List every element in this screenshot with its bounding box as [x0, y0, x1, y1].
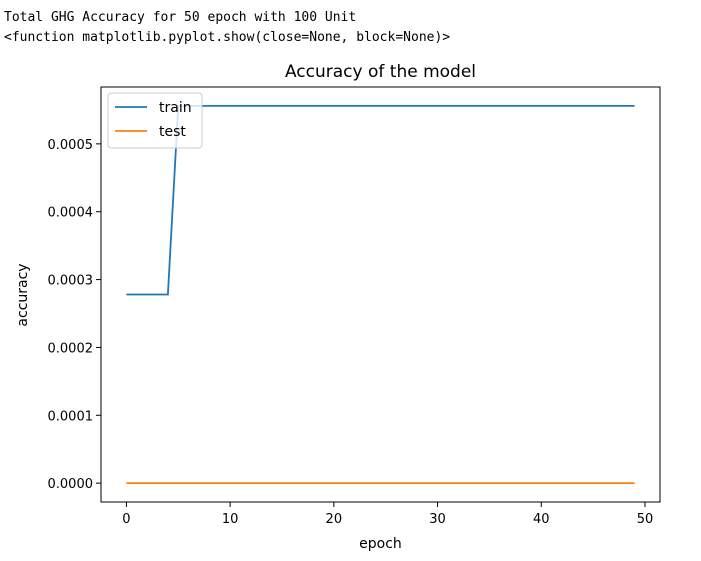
- plot-area: [126, 104, 635, 485]
- x-tick-label: 20: [326, 512, 343, 527]
- chart-title: Accuracy of the model: [285, 62, 476, 82]
- axis-ticks: 0 10 20 30 40 50 0.0000 0.0001 0.0002 0.0003 0.000…: [48, 138, 654, 527]
- y-tick-label: 0.0002: [48, 341, 94, 356]
- y-tick-label: 0.0003: [48, 274, 94, 289]
- y-tick-label: 0.0001: [48, 409, 94, 424]
- series-line-train: [126, 104, 635, 296]
- console-output-line-2: <function matplotlib.pyplot.show(close=N…: [4, 30, 451, 45]
- x-tick-label: 40: [533, 512, 550, 527]
- x-tick-label: 50: [637, 512, 654, 527]
- axes-frame: [100, 86, 661, 503]
- y-tick-label: 0.0000: [48, 477, 94, 492]
- console-output-line-1: Total GHG Accuracy for 50 epoch with 100…: [4, 10, 357, 25]
- legend-label-train: train: [159, 100, 192, 116]
- x-tick-label: 10: [222, 512, 239, 527]
- y-axis-label: accuracy: [15, 263, 31, 326]
- legend-label-test: test: [159, 124, 186, 140]
- x-tick-label: 0: [122, 512, 130, 527]
- x-axis-label: epoch: [359, 536, 402, 552]
- x-tick-label: 30: [429, 512, 446, 527]
- y-tick-label: 0.0004: [48, 206, 94, 221]
- legend: train test: [107, 92, 203, 149]
- y-tick-label: 0.0005: [48, 138, 94, 153]
